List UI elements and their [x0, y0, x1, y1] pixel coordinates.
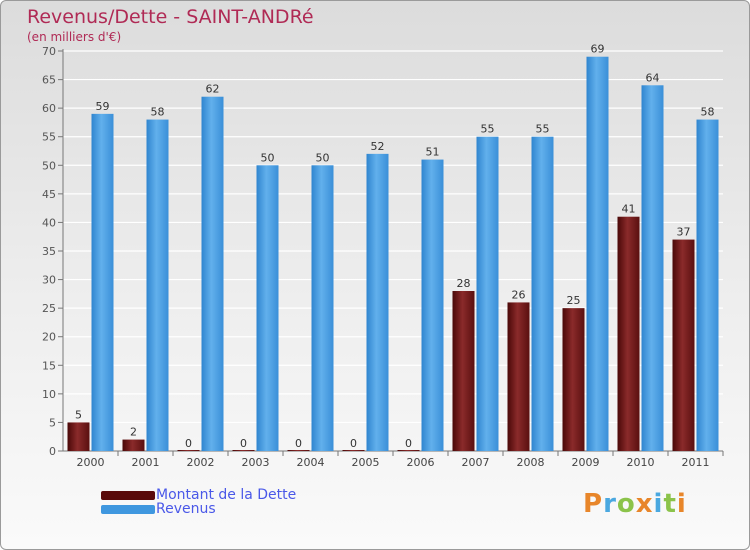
chart-subtitle: (en milliers d'€) [27, 30, 122, 44]
y-tick-label: 45 [42, 188, 56, 201]
x-tick-label: 2003 [242, 456, 270, 469]
data-label: 58 [151, 106, 165, 119]
bar-revenue [311, 165, 334, 452]
legend-label-debt: Montant de la Dette [156, 487, 297, 503]
bar-revenue [696, 119, 719, 452]
bar-debt [507, 302, 530, 451]
bar-debt [452, 291, 475, 451]
logo-letter: P [583, 489, 604, 519]
x-tick-label: 2007 [462, 456, 490, 469]
data-label: 52 [371, 140, 385, 153]
data-label: 37 [677, 226, 691, 239]
logo-letter: i [653, 489, 664, 519]
bar-debt [562, 308, 585, 451]
bar-revenue [146, 119, 169, 452]
data-label: 59 [96, 100, 110, 113]
bar-debt [397, 450, 420, 451]
y-tick-label: 10 [42, 388, 56, 401]
x-tick-label: 2004 [297, 456, 325, 469]
legend-swatch-revenue [101, 505, 155, 514]
data-label: 0 [405, 437, 412, 450]
data-label: 50 [261, 151, 275, 164]
y-tick-label: 40 [42, 216, 56, 229]
legend-label-revenue: Revenus [156, 501, 216, 517]
y-tick-label: 0 [49, 445, 56, 458]
data-label: 50 [316, 151, 330, 164]
y-tick-label: 20 [42, 331, 56, 344]
x-tick-label: 2009 [572, 456, 600, 469]
x-tick-label: 2010 [627, 456, 655, 469]
data-label: 2 [130, 426, 137, 439]
y-tick-label: 15 [42, 359, 56, 372]
logo-letter: t [663, 489, 677, 519]
data-label: 0 [240, 437, 247, 450]
bar-debt [672, 239, 695, 451]
bar-debt [287, 450, 310, 451]
x-tick-label: 2006 [407, 456, 435, 469]
x-tick-label: 2008 [517, 456, 545, 469]
bar-revenue [586, 56, 609, 451]
data-label: 62 [206, 83, 220, 96]
data-labels: 5 59 2 58 0 62 0 50 0 50 0 52 0 51 28 55 26 55 25 69 41 64 37 5… [75, 43, 715, 450]
bar-debt [342, 450, 365, 451]
y-tick-label: 5 [49, 416, 56, 429]
x-tick-label: 2011 [682, 456, 710, 469]
data-label: 0 [185, 437, 192, 450]
data-label: 25 [567, 294, 581, 307]
grid-lines [63, 50, 723, 424]
bar-debt [67, 422, 90, 451]
bar-debt [122, 439, 145, 451]
x-tick-label: 2002 [187, 456, 215, 469]
y-tick-label: 70 [42, 45, 56, 58]
bar-revenue [421, 159, 444, 452]
data-label: 58 [701, 106, 715, 119]
bar-debt [232, 450, 255, 451]
bar-revenue [366, 153, 389, 451]
bar-revenue [256, 165, 279, 452]
y-tick-label: 30 [42, 274, 56, 287]
data-label: 5 [75, 408, 82, 421]
data-label: 0 [295, 437, 302, 450]
x-tick-label: 2001 [132, 456, 160, 469]
logo-letter: i [676, 489, 687, 519]
data-label: 51 [426, 146, 440, 159]
data-label: 28 [457, 277, 471, 290]
bar-debt [617, 216, 640, 451]
bars [67, 56, 719, 452]
bar-revenue [476, 136, 499, 451]
data-label: 41 [622, 203, 636, 216]
data-label: 55 [481, 123, 495, 136]
bar-revenue [531, 136, 554, 451]
x-tick-label: 2000 [77, 456, 105, 469]
logo-letter: x [635, 489, 654, 519]
data-label: 64 [646, 71, 660, 84]
data-label: 26 [512, 288, 526, 301]
data-label: 55 [536, 123, 550, 136]
chart-title: Revenus/Dette - SAINT-ANDRé [27, 6, 314, 28]
bar-debt [177, 450, 200, 451]
y-tick-label: 35 [42, 245, 56, 258]
bar-revenue [201, 96, 224, 451]
legend-swatch-debt [101, 491, 155, 500]
bar-revenue [641, 85, 664, 452]
y-tick-label: 65 [42, 74, 56, 87]
y-tick-label: 25 [42, 302, 56, 315]
y-tick-label: 60 [42, 102, 56, 115]
data-label: 69 [591, 43, 605, 56]
x-tick-label: 2005 [352, 456, 380, 469]
data-label: 0 [350, 437, 357, 450]
bar-revenue [91, 113, 114, 451]
logo-letter: r [603, 489, 617, 519]
logo-letter: o [616, 489, 636, 519]
proxiti-logo: Proxiti [583, 489, 687, 519]
y-tick-label: 50 [42, 159, 56, 172]
y-tick-label: 55 [42, 131, 56, 144]
